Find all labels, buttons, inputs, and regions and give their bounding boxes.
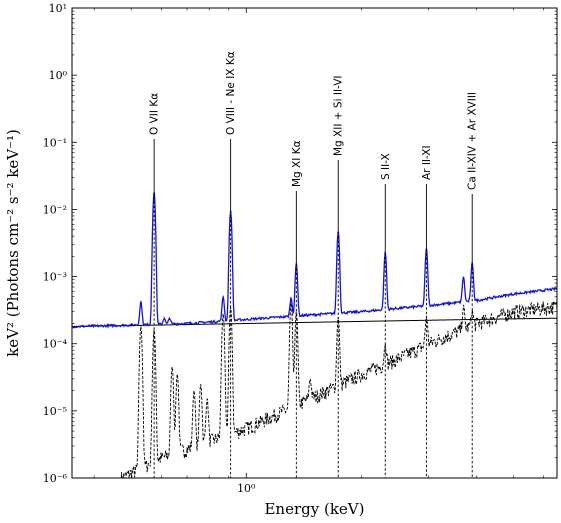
series-line-1: [72, 317, 557, 328]
y-tick-label: 10⁻⁴: [43, 338, 68, 351]
line-label: O VII Kα: [149, 93, 161, 135]
line-label: O VIII - Ne IX Kα: [225, 51, 237, 135]
axis-ticks: 10⁻⁶ 10⁻⁵ 10⁻⁴ 10⁻³ 10⁻² 10⁻¹ 10⁰ 10¹ 10⁰: [43, 2, 557, 495]
y-tick-label: 10¹: [49, 2, 67, 15]
line-label: Mg XI Kα: [291, 140, 303, 187]
x-axis-title: Energy (keV): [264, 500, 364, 518]
x-tick-label: 10⁰: [237, 482, 256, 495]
y-tick-label: 10⁰: [49, 69, 68, 82]
y-axis-title: keV² (Photons cm⁻² s⁻² keV⁻¹): [4, 129, 22, 357]
y-tick-label: 10⁻⁶: [43, 472, 68, 485]
line-label: Ar II-XI: [421, 145, 433, 180]
line-annotations: O VII Kα O VIII - Ne IX Kα Mg XI Kα Mg XII …: [149, 51, 479, 478]
plot-frame: [71, 7, 558, 479]
line-label: S II-X: [380, 153, 392, 180]
y-tick-label: 10⁻³: [43, 271, 67, 284]
line-label: Ca II-XIV + Ar XVIII: [467, 92, 479, 190]
y-tick-label: 10⁻²: [43, 203, 67, 216]
series-line-0: [72, 192, 557, 329]
line-label: Mg XII + Si II-VI: [333, 76, 345, 157]
y-tick-label: 10⁻⁵: [43, 405, 67, 418]
series-line-2: [120, 301, 557, 478]
series-layer: [72, 192, 557, 478]
y-tick-label: 10⁻¹: [43, 136, 67, 149]
